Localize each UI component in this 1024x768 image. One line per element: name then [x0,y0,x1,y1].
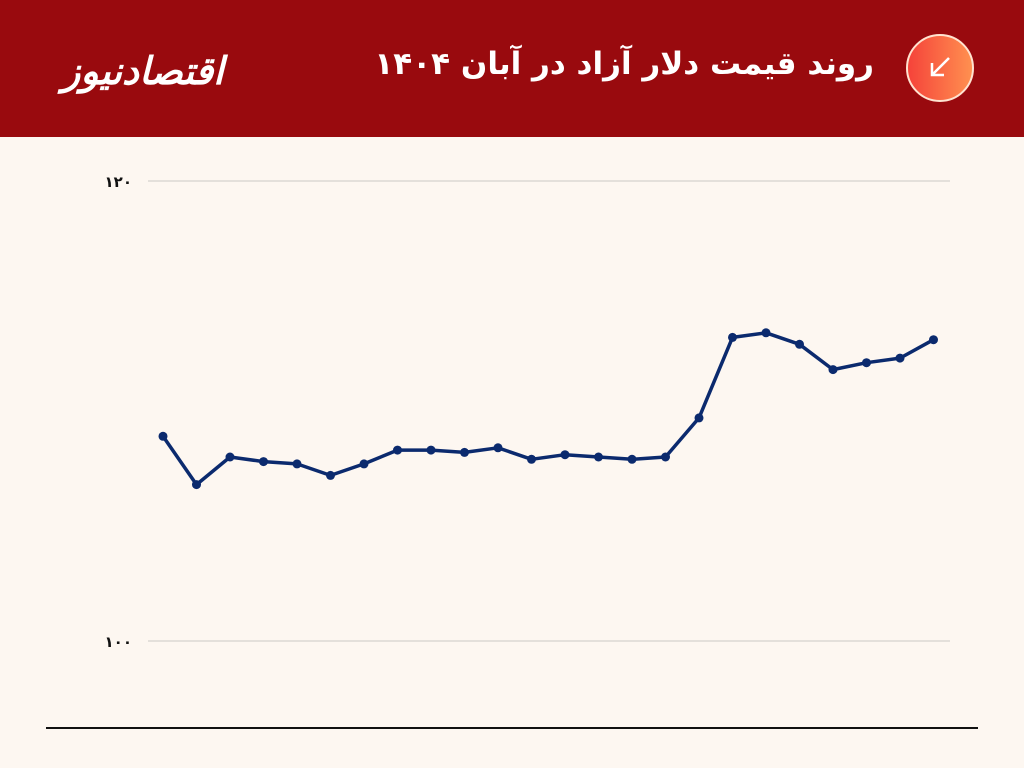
data-point [594,452,603,462]
data-point [627,454,637,464]
data-point [728,332,737,342]
data-point [493,443,503,453]
data-point [828,365,838,375]
data-point [761,328,771,338]
data-point [225,452,235,462]
logo: اقتصادنیوز [62,48,226,93]
data-point [359,459,369,469]
data-point [460,447,469,457]
bottom-divider [46,727,978,729]
data-point [694,413,704,423]
data-point [292,459,302,469]
data-point [560,450,570,460]
data-point [527,454,536,464]
data-point [661,452,670,462]
data-point [795,339,804,349]
data-point [326,470,335,480]
data-point [426,445,436,455]
data-point [862,358,871,368]
data-point [192,480,201,490]
data-point [929,335,938,345]
header: اقتصادنیوز روند قیمت دلار آزاد در آبان ۱… [0,0,1024,137]
data-point [158,431,168,441]
series-line [161,331,935,487]
y-tick-label: ۱۲۰ [105,173,132,191]
data-point [393,445,402,455]
data-point [895,353,905,363]
data-point [259,457,268,467]
chart-title: روند قیمت دلار آزاد در آبان ۱۴۰۴ [374,46,874,82]
y-tick-label: ۱۰۰ [105,633,132,651]
arrow-down-left-icon [906,34,974,102]
